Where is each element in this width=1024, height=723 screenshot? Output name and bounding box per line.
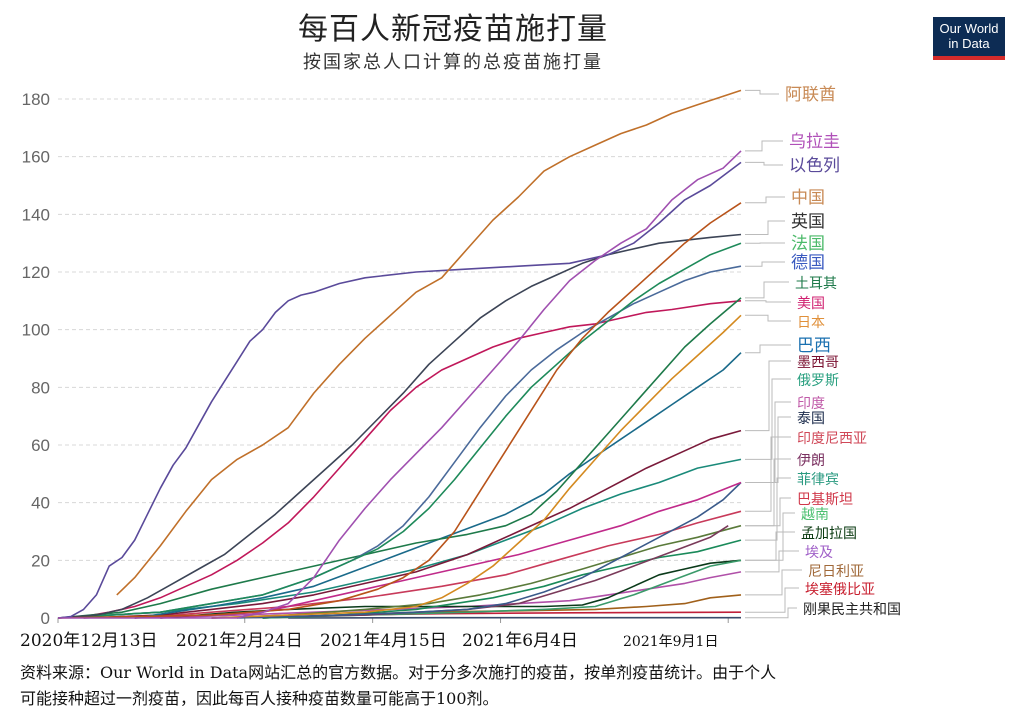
label-connector bbox=[745, 477, 791, 541]
line-chart: 0 20 40 60 80 100 120 140 160 180 2020年12月13日 2021… bbox=[20, 85, 901, 651]
series-label[interactable]: 印度尼西亚 bbox=[797, 431, 867, 447]
series-label[interactable]: 巴西 bbox=[797, 336, 831, 356]
label-connector bbox=[745, 314, 791, 322]
series-label[interactable]: 伊朗 bbox=[797, 453, 825, 469]
y-tick-label: 0 bbox=[41, 609, 50, 628]
label-connector bbox=[745, 140, 783, 152]
series-line-11[interactable] bbox=[83, 429, 742, 619]
label-connector bbox=[745, 587, 799, 613]
label-connector bbox=[745, 344, 791, 354]
series-line-1[interactable] bbox=[58, 150, 742, 619]
series-label[interactable]: 埃及 bbox=[805, 545, 833, 561]
label-connector bbox=[745, 436, 791, 512]
label-connector bbox=[745, 220, 785, 235]
series-line-9[interactable] bbox=[211, 314, 742, 619]
y-tick-label: 120 bbox=[22, 263, 50, 282]
x-tick-label: 2021年2月24日 bbox=[176, 631, 303, 651]
owid-logo[interactable]: Our World in Data bbox=[933, 17, 1005, 59]
series-line-2[interactable] bbox=[57, 161, 742, 619]
series-label[interactable]: 墨西哥 bbox=[797, 355, 839, 371]
label-connector bbox=[745, 300, 791, 303]
label-connector bbox=[745, 401, 791, 483]
series-line-3[interactable] bbox=[57, 202, 742, 619]
series-line-21[interactable] bbox=[160, 571, 742, 619]
series-label[interactable]: 尼日利亚 bbox=[808, 564, 864, 580]
label-connector bbox=[745, 281, 789, 299]
source-note-line-2: 可能接种超过一剂疫苗，因此每百人接种疫苗数量可能高于100剂。 bbox=[20, 689, 499, 708]
series-label[interactable]: 泰国 bbox=[797, 411, 825, 427]
y-tick-label: 20 bbox=[31, 551, 50, 570]
series-label[interactable]: 菲律宾 bbox=[797, 472, 839, 488]
label-connector bbox=[745, 261, 785, 267]
series-label[interactable]: 美国 bbox=[797, 296, 825, 312]
label-connectors bbox=[745, 89, 802, 619]
series-label[interactable]: 越南 bbox=[801, 507, 829, 523]
chart-title: 每百人新冠疫苗施打量 bbox=[298, 12, 608, 47]
chart-subtitle: 按国家总人口计算的总疫苗施打量 bbox=[303, 52, 603, 73]
label-connector bbox=[745, 497, 791, 527]
series-label[interactable]: 孟加拉国 bbox=[801, 526, 857, 542]
series-lines bbox=[57, 89, 742, 619]
series-line-14[interactable] bbox=[237, 481, 742, 619]
series-label[interactable]: 印度 bbox=[797, 396, 825, 412]
y-axis-ticks: 0 20 40 60 80 100 120 140 160 180 bbox=[22, 90, 50, 628]
y-tick-label: 100 bbox=[22, 321, 50, 340]
y-tick-label: 160 bbox=[22, 148, 50, 167]
series-label[interactable]: 中国 bbox=[791, 188, 825, 208]
series-label[interactable]: 日本 bbox=[797, 315, 825, 331]
label-connector bbox=[745, 161, 783, 166]
y-tick-label: 180 bbox=[22, 90, 50, 109]
series-label[interactable]: 埃塞俄比亚 bbox=[805, 581, 875, 598]
x-tick-label: 2021年6月4日 bbox=[462, 631, 578, 651]
y-tick-label: 80 bbox=[31, 378, 50, 397]
series-line-8[interactable] bbox=[57, 300, 742, 619]
label-connector bbox=[745, 378, 791, 460]
x-tick-label: 2020年12月13日 bbox=[20, 631, 158, 651]
label-connector bbox=[745, 416, 791, 483]
label-connector bbox=[745, 531, 795, 561]
series-line-17[interactable] bbox=[262, 539, 742, 619]
y-tick-label: 60 bbox=[31, 436, 50, 455]
series-labels: 阿联酋乌拉圭以色列中国英国法国德国土耳其美国日本巴西墨西哥俄罗斯印度泰国印度尼西… bbox=[785, 85, 901, 618]
logo-line-1: Our World bbox=[939, 21, 999, 36]
source-note: 资料来源：Our World in Data网站汇总的官方数据。对于分多次施打的… bbox=[20, 660, 1010, 712]
label-connector bbox=[745, 550, 799, 573]
series-label[interactable]: 土耳其 bbox=[795, 276, 837, 292]
series-label[interactable]: 刚果民主共和国 bbox=[803, 602, 901, 618]
x-tick-label: 2021年9月1日 bbox=[623, 634, 718, 650]
series-line-18[interactable] bbox=[211, 524, 742, 619]
series-label[interactable]: 以色列 bbox=[789, 156, 840, 176]
series-line-0[interactable] bbox=[116, 89, 742, 596]
label-connector bbox=[745, 458, 791, 527]
series-label[interactable]: 英国 bbox=[791, 212, 825, 232]
x-axis: 2020年12月13日 2021年2月24日 2021年4月15日 2021年6月4日… bbox=[20, 617, 741, 651]
y-tick-label: 40 bbox=[31, 494, 50, 513]
series-line-20[interactable] bbox=[160, 559, 742, 619]
series-line-4[interactable] bbox=[57, 233, 742, 619]
series-label[interactable]: 法国 bbox=[791, 234, 825, 254]
series-label[interactable]: 巴基斯坦 bbox=[797, 491, 853, 508]
series-line-7[interactable] bbox=[57, 297, 742, 619]
y-tick-label: 140 bbox=[22, 205, 50, 224]
series-label[interactable]: 阿联酋 bbox=[785, 85, 836, 105]
series-label[interactable]: 俄罗斯 bbox=[797, 373, 839, 389]
logo-line-2: in Data bbox=[948, 36, 990, 51]
source-note-line-1: 资料来源：Our World in Data网站汇总的官方数据。对于分多次施打的… bbox=[20, 663, 777, 682]
label-connector bbox=[745, 89, 779, 95]
logo-accent-bar bbox=[933, 56, 1005, 60]
series-label[interactable]: 乌拉圭 bbox=[789, 132, 840, 152]
label-connector bbox=[745, 569, 802, 596]
series-line-10[interactable] bbox=[134, 352, 742, 619]
label-connector bbox=[745, 196, 785, 204]
x-tick-label: 2021年4月15日 bbox=[320, 631, 447, 651]
label-connector bbox=[745, 512, 795, 561]
label-connector bbox=[745, 607, 797, 619]
series-line-5[interactable] bbox=[57, 242, 742, 619]
gridlines bbox=[58, 98, 741, 561]
series-line-6[interactable] bbox=[57, 265, 742, 619]
series-label[interactable]: 德国 bbox=[791, 253, 825, 273]
label-connector bbox=[745, 360, 791, 432]
series-line-12[interactable] bbox=[57, 458, 742, 619]
series-line-19[interactable] bbox=[262, 559, 742, 619]
